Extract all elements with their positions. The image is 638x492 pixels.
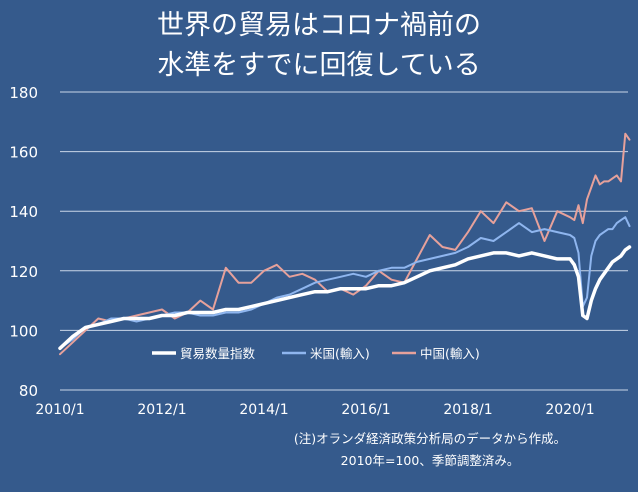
legend-label-1: 貿易数量指数 [180,346,256,361]
y-tick-label: 160 [9,144,38,162]
series-line-1 [58,245,632,351]
y-tick-label: 100 [9,322,38,340]
source-note-line-2: 2010年=100、季節調整済み。 [340,453,520,468]
y-tick-label: 180 [9,84,38,102]
y-tick-label: 80 [19,382,38,400]
x-tick-label: 2014/1 [239,402,288,418]
source-note-line-1: (注)オランダ経済政策分析局のデータから作成。 [293,431,567,446]
source-note: (注)オランダ経済政策分析局のデータから作成。 2010年=100、季節調整済み… [230,428,630,472]
x-tick-label: 2020/1 [545,402,594,418]
chart-title-line-1: 世界の貿易はコロナ禍前の [157,10,481,41]
series-line-3 [59,132,631,356]
chart-title: 世界の貿易はコロナ禍前の 水準をすでに回復している [0,6,638,86]
x-tick-label: 2012/1 [137,402,186,418]
x-tick-label: 2018/1 [443,402,492,418]
series-line-2 [59,216,631,350]
legend-label-3: 中国(輸入) [420,346,480,361]
x-tick-label: 2010/1 [35,402,84,418]
x-tick-label: 2016/1 [341,402,390,418]
y-tick-label: 120 [9,263,38,281]
legend-label-2: 米国(輸入) [310,346,370,361]
chart-title-line-2: 水準をすでに回復している [157,50,481,81]
y-tick-label: 140 [9,203,38,221]
